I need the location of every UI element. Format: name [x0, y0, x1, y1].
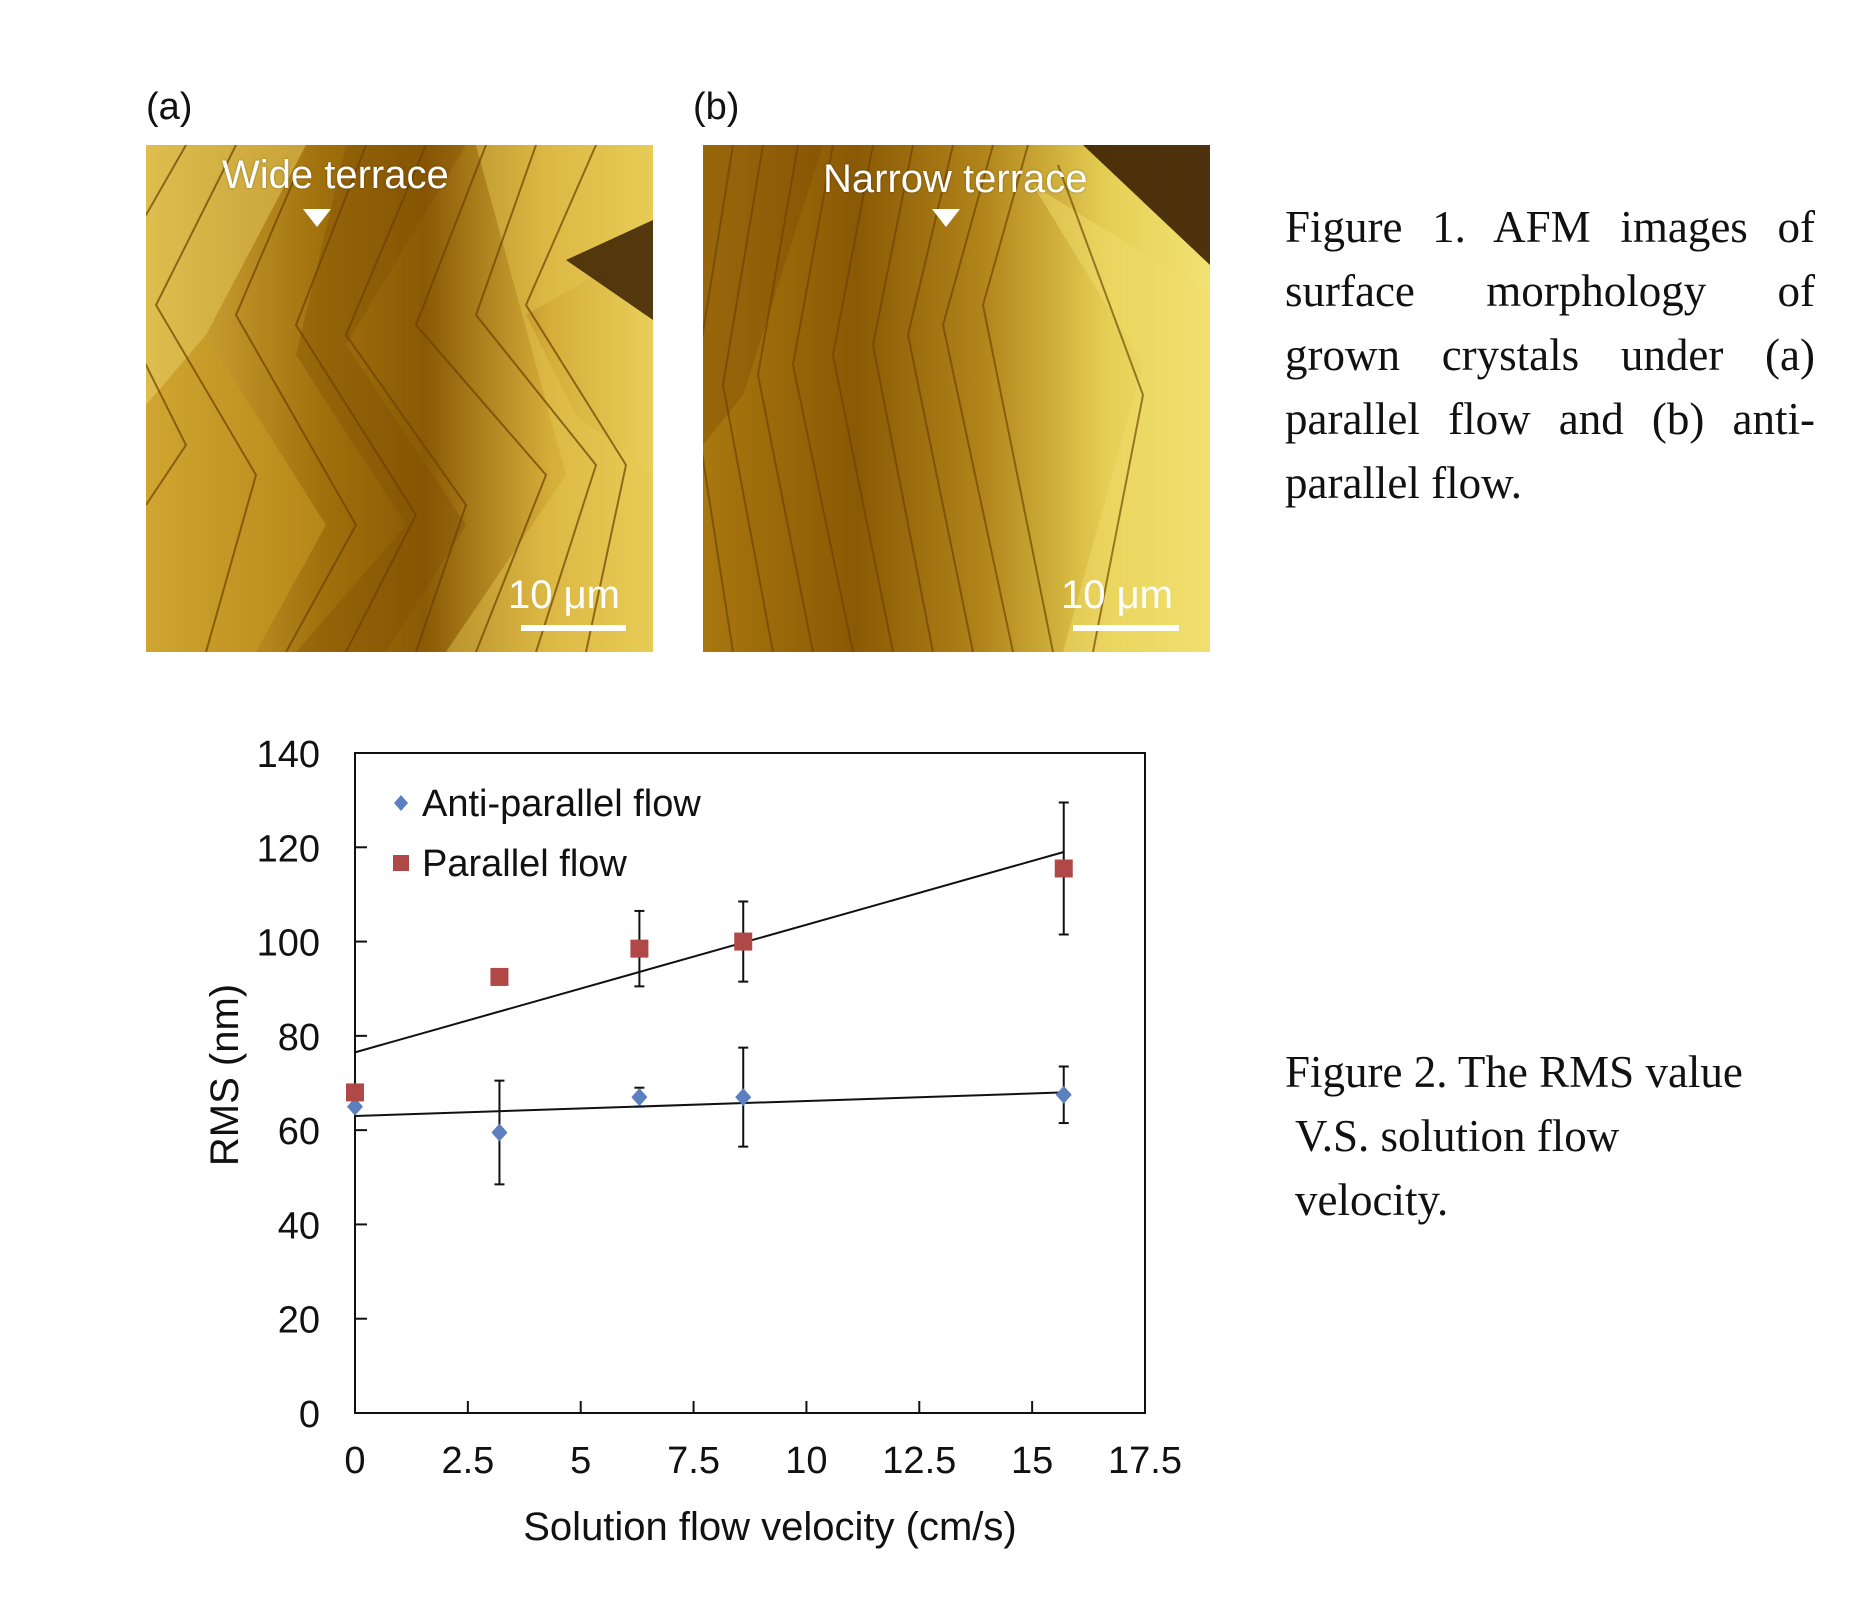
parallel-flow-point — [490, 967, 509, 986]
y-tick-label: 60 — [278, 1111, 320, 1153]
afm-surface-a — [146, 145, 653, 652]
y-tick-label: 120 — [257, 828, 320, 870]
scale-bar-b — [1073, 625, 1179, 631]
x-tick-label: 0 — [344, 1440, 365, 1482]
afm-image-a: Wide terrace 10 μm — [146, 145, 653, 652]
plot-frame — [354, 752, 1146, 1414]
trend-line — [354, 1091, 1064, 1117]
x-tick-label: 5 — [570, 1440, 591, 1482]
chart-axes — [354, 752, 1146, 1414]
parallel-flow-point — [346, 1083, 364, 1102]
y-axis-title: RMS (nm) — [203, 984, 247, 1166]
x-tick-label: 10 — [785, 1440, 827, 1482]
chart-ticks: 0 2.5 5 7.5 10 12.5 15 17.5 0 20 40 60 80 100 120 140 — [257, 734, 1182, 1482]
data-points — [346, 859, 1073, 1142]
figure1-caption: Figure 1. AFM images of surface morpholo… — [1285, 195, 1815, 515]
x-tick-label: 15 — [1011, 1440, 1053, 1482]
afm-title-b: Narrow terrace — [823, 157, 1088, 201]
figure1-caption-text: Figure 1. AFM images of surface morpholo… — [1285, 202, 1815, 508]
y-tick-label: 80 — [278, 1017, 320, 1059]
figure2-caption-line3: velocity. — [1295, 1175, 1449, 1225]
parallel-flow-point — [734, 932, 753, 951]
scale-label-a: 10 μm — [508, 573, 620, 617]
legend-square-icon — [393, 855, 409, 871]
y-tick-label: 20 — [278, 1300, 320, 1342]
scale-bar-a — [521, 625, 626, 631]
legend-label: Parallel flow — [422, 843, 627, 885]
legend-diamond-icon — [394, 795, 408, 811]
figure2-caption-line2: V.S. solution flow — [1295, 1111, 1620, 1161]
figure2-caption: Figure 2. The RMS value V.S. solution fl… — [1285, 1040, 1845, 1232]
y-tick-label: 0 — [299, 1394, 320, 1436]
x-tick-label: 12.5 — [882, 1440, 956, 1482]
y-tick-label: 40 — [278, 1205, 320, 1247]
parallel-flow-point — [1054, 859, 1073, 878]
anti-parallel-flow-point — [347, 1097, 363, 1116]
afm-surface-b — [703, 145, 1210, 652]
x-tick-label: 7.5 — [667, 1440, 720, 1482]
anti-parallel-flow-point — [735, 1088, 752, 1107]
afm-image-b: Narrow terrace 10 μm — [703, 145, 1210, 652]
chart-legend: Anti-parallel flow Parallel flow — [393, 783, 701, 885]
anti-parallel-flow-point — [1055, 1085, 1072, 1104]
y-tick-label: 140 — [257, 734, 320, 776]
x-axis-title: Solution flow velocity (cm/s) — [523, 1505, 1016, 1549]
anti-parallel-flow-point — [491, 1123, 508, 1142]
legend-label: Anti-parallel flow — [422, 783, 701, 825]
terrace-marker-b — [932, 209, 960, 227]
panel-b-label: (b) — [693, 86, 740, 128]
anti-parallel-flow-point — [631, 1088, 648, 1107]
panel-a-label: (a) — [146, 86, 193, 128]
x-tick-label: 2.5 — [441, 1440, 494, 1482]
x-tick-label: 17.5 — [1108, 1440, 1182, 1482]
scale-label-b: 10 μm — [1061, 573, 1173, 617]
trend-line — [354, 851, 1065, 1054]
figure2-caption-line1: Figure 2. The RMS value — [1285, 1047, 1743, 1097]
terrace-marker-a — [303, 209, 331, 227]
y-tick-label: 100 — [257, 923, 320, 965]
afm-title-a: Wide terrace — [222, 153, 449, 197]
parallel-flow-point — [630, 939, 649, 958]
trend-lines — [354, 851, 1065, 1117]
